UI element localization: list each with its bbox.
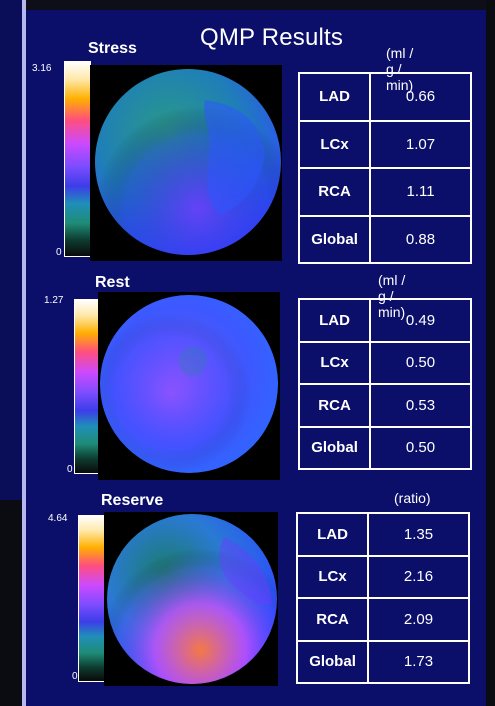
right-edge <box>486 0 495 706</box>
rest-row-rca: RCA 0.53 <box>297 383 472 428</box>
page-title: QMP Results <box>200 24 344 51</box>
stress-rca-value: 1.11 <box>369 167 472 217</box>
rest-label: Rest <box>95 274 130 291</box>
rest-polar-map <box>98 292 280 480</box>
rest-lad-label: LAD <box>297 298 372 343</box>
reserve-lad-label: LAD <box>295 512 370 557</box>
reserve-row-rca: RCA 2.09 <box>295 597 470 642</box>
stress-row-global: Global 0.88 <box>297 214 472 264</box>
reserve-global-label: Global <box>295 639 370 684</box>
stress-results-table: LAD 0.66 LCx 1.07 RCA 1.11 Global 0.88 <box>297 72 472 264</box>
reserve-row-global: Global 1.73 <box>295 639 470 684</box>
rest-global-label: Global <box>297 425 372 470</box>
left-strip <box>0 0 22 706</box>
top-edge <box>0 0 495 10</box>
reserve-lcx-label: LCx <box>295 554 370 599</box>
rest-lcx-label: LCx <box>297 340 372 385</box>
reserve-row-lcx: LCx 2.16 <box>295 554 470 599</box>
stress-rca-label: RCA <box>297 167 372 217</box>
reserve-lcx-value: 2.16 <box>367 554 470 599</box>
rest-colorbar <box>74 299 101 474</box>
stress-row-lcx: LCx 1.07 <box>297 119 472 169</box>
stress-scale-min: 0 <box>56 247 62 258</box>
reserve-row-lad: LAD 1.35 <box>295 512 470 557</box>
reserve-scale-min: 0 <box>72 671 78 682</box>
rest-row-lad: LAD 0.49 <box>297 298 472 343</box>
reserve-rca-label: RCA <box>295 597 370 642</box>
stress-row-lad: LAD 0.66 <box>297 72 472 122</box>
reserve-lad-value: 1.35 <box>367 512 470 557</box>
reserve-global-value: 1.73 <box>367 639 470 684</box>
vertical-divider <box>22 0 26 706</box>
stress-lad-value: 0.66 <box>369 72 472 122</box>
reserve-label: Reserve <box>101 492 164 509</box>
left-strip-gap <box>0 500 22 706</box>
rest-scale-min: 0 <box>67 464 73 475</box>
stress-colorbar <box>64 61 91 257</box>
rest-lad-value: 0.49 <box>369 298 472 343</box>
reserve-rca-value: 2.09 <box>367 597 470 642</box>
stress-row-rca: RCA 1.11 <box>297 167 472 217</box>
rest-global-value: 0.50 <box>369 425 472 470</box>
stress-polar-map-svg <box>90 65 282 261</box>
stress-global-label: Global <box>297 214 372 264</box>
stress-label: Stress <box>88 40 137 57</box>
reserve-colorbar <box>78 515 105 682</box>
reserve-polar-map <box>104 512 278 686</box>
rest-row-global: Global 0.50 <box>297 425 472 470</box>
stress-lcx-value: 1.07 <box>369 119 472 169</box>
stress-polar-map <box>90 65 282 261</box>
stress-lcx-label: LCx <box>297 119 372 169</box>
stress-lad-label: LAD <box>297 72 372 122</box>
rest-lcx-value: 0.50 <box>369 340 472 385</box>
reserve-results-table: LAD 1.35 LCx 2.16 RCA 2.09 Global 1.73 <box>295 512 470 684</box>
reserve-polar-map-svg <box>104 512 278 686</box>
rest-polar-map-svg <box>98 292 280 480</box>
stress-global-value: 0.88 <box>369 214 472 264</box>
rest-row-lcx: LCx 0.50 <box>297 340 472 385</box>
reserve-scale-max: 4.64 <box>48 513 68 524</box>
rest-results-table: LAD 0.49 LCx 0.50 RCA 0.53 Global 0.50 <box>297 298 472 470</box>
rest-rca-value: 0.53 <box>369 383 472 428</box>
rest-rca-label: RCA <box>297 383 372 428</box>
rest-scale-max: 1.27 <box>44 295 64 306</box>
reserve-units: (ratio) <box>394 490 431 506</box>
stress-scale-max: 3.16 <box>32 63 52 74</box>
